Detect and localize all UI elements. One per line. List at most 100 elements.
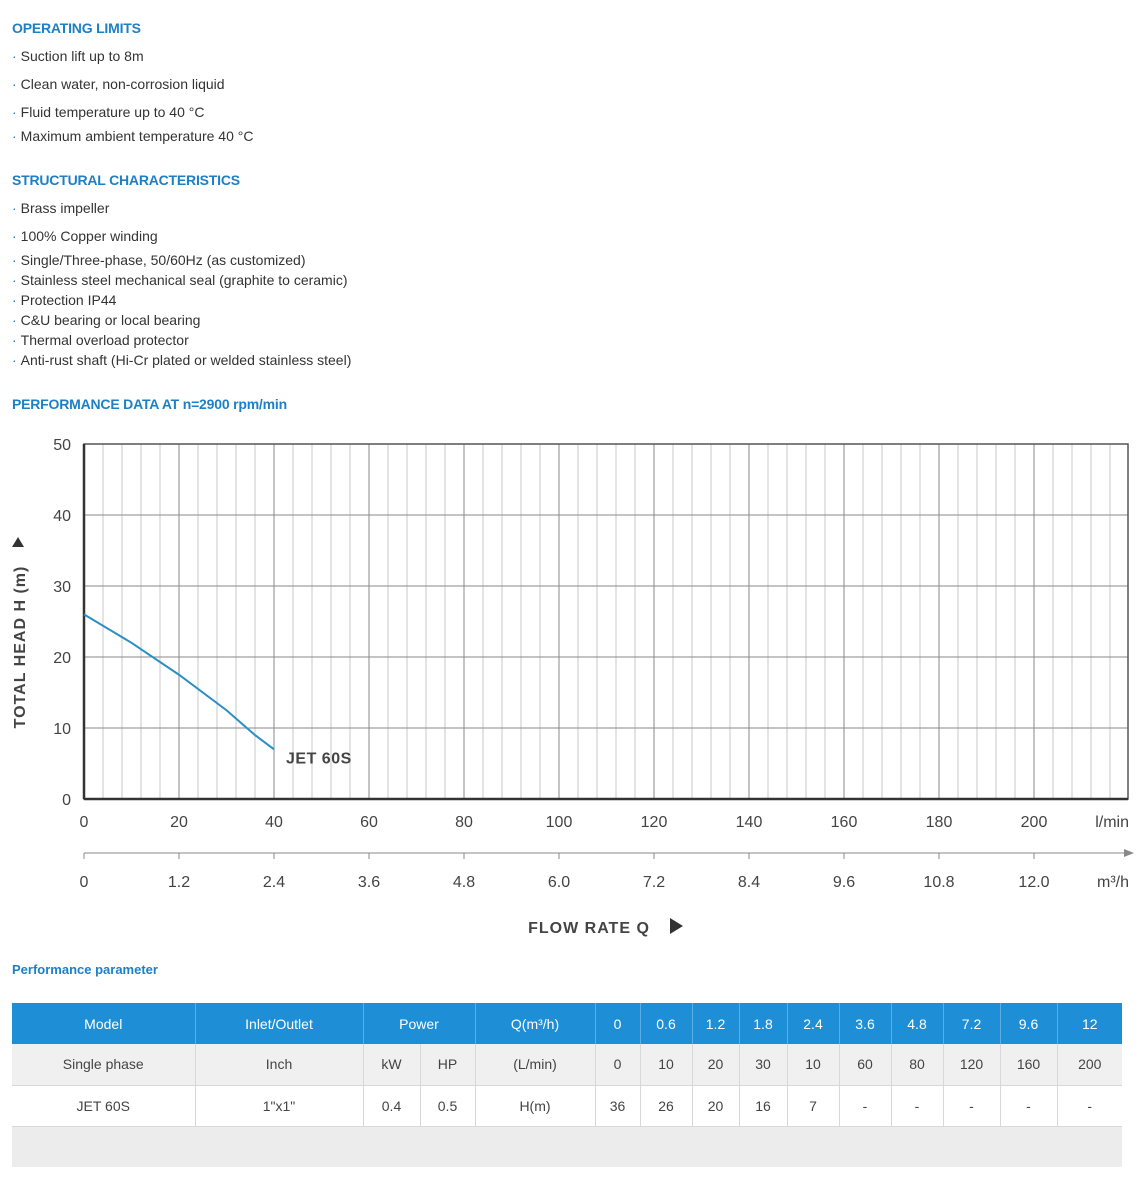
bullet-item: · C&U bearing or local bearing bbox=[12, 312, 200, 328]
x-tick-label: 140 bbox=[736, 814, 763, 831]
table-cell: - bbox=[839, 1085, 892, 1127]
bullet-dot: · bbox=[12, 200, 17, 216]
x-tick-label: 60 bbox=[360, 814, 378, 831]
table-cell: Single phase bbox=[12, 1044, 196, 1086]
table-cell: 120 bbox=[943, 1044, 1001, 1086]
plot-frame bbox=[83, 443, 1129, 800]
bullet-text: C&U bearing or local bearing bbox=[20, 312, 201, 328]
bullet-dot: · bbox=[12, 332, 17, 348]
table-cell: Inch bbox=[195, 1044, 364, 1086]
bullet-text: 100% Copper winding bbox=[20, 228, 158, 244]
y-axis-title: TOTAL HEAD H (m) bbox=[12, 566, 29, 729]
structural-characteristics-title: STRUCTURAL CHARACTERISTICS bbox=[12, 172, 240, 188]
bullet-text: Fluid temperature up to 40 °C bbox=[20, 104, 205, 120]
table-cell: - bbox=[891, 1085, 944, 1127]
table-cell: 36 bbox=[595, 1085, 641, 1127]
secondary-tick-label: 10.8 bbox=[923, 874, 954, 891]
y-axis-title-arrow bbox=[12, 537, 24, 547]
bullet-text: Suction lift up to 8m bbox=[20, 48, 144, 64]
header-q: 12 bbox=[1057, 1003, 1122, 1044]
table-cell: 80 bbox=[891, 1044, 944, 1086]
secondary-tick-label: 12.0 bbox=[1018, 874, 1049, 891]
bullet-item: · Brass impeller bbox=[12, 200, 109, 216]
y-tick-label: 30 bbox=[53, 579, 71, 596]
table-cell: - bbox=[943, 1085, 1001, 1127]
table-cell: 200 bbox=[1057, 1044, 1122, 1086]
x-tick-label: 180 bbox=[926, 814, 953, 831]
table-cell: 30 bbox=[739, 1044, 788, 1086]
table-cell: 10 bbox=[787, 1044, 840, 1086]
bullet-dot: · bbox=[12, 352, 17, 368]
operating-limits-title: OPERATING LIMITS bbox=[12, 20, 141, 36]
secondary-tick-label: 2.4 bbox=[263, 874, 285, 891]
header-q: 1.2 bbox=[692, 1003, 740, 1044]
secondary-tick-label: 7.2 bbox=[643, 874, 665, 891]
bullet-dot: · bbox=[12, 128, 17, 144]
table-cell: 16 bbox=[739, 1085, 788, 1127]
header-inlet-outlet: Inlet/Outlet bbox=[195, 1003, 364, 1044]
y-tick-label: 40 bbox=[53, 508, 71, 525]
table-cell: 10 bbox=[640, 1044, 693, 1086]
bullet-dot: · bbox=[12, 104, 17, 120]
bullet-text: Single/Three-phase, 50/60Hz (as customiz… bbox=[20, 252, 306, 268]
table-cell: 7 bbox=[787, 1085, 840, 1127]
performance-chart: 0 10 20 30 40 50 0 20 40 60 80 100 120 140 160 180 200 l/… bbox=[12, 437, 1134, 937]
secondary-tick-label: 4.8 bbox=[453, 874, 475, 891]
bullet-dot: · bbox=[12, 272, 17, 288]
y-tick-label: 20 bbox=[53, 650, 71, 667]
bullet-text: Brass impeller bbox=[20, 200, 110, 216]
table-cell: 0 bbox=[595, 1044, 641, 1086]
x-tick-label: 120 bbox=[641, 814, 668, 831]
table-cell: 20 bbox=[692, 1085, 740, 1127]
bullet-text: Thermal overload protector bbox=[20, 332, 189, 348]
bullet-item: · Suction lift up to 8m bbox=[12, 48, 144, 64]
x-tick-label: 20 bbox=[170, 814, 188, 831]
table-header-row: Model Inlet/Outlet Power Q(m³/h) 0 0.6 1… bbox=[12, 1003, 1122, 1044]
secondary-tick-label: 0 bbox=[80, 874, 89, 891]
table-row: Single phase Inch kW HP (L/min) 0 10 20 30 10 60 80… bbox=[12, 1044, 1122, 1086]
y-tick-label: 10 bbox=[53, 721, 71, 738]
bullet-item: · Single/Three-phase, 50/60Hz (as customi… bbox=[12, 252, 305, 268]
bullet-dot: · bbox=[12, 252, 17, 268]
table-cell: H(m) bbox=[475, 1085, 596, 1127]
table-cell: (L/min) bbox=[475, 1044, 596, 1086]
table-cell: 60 bbox=[839, 1044, 892, 1086]
bullet-item: · Clean water, non-corrosion liquid bbox=[12, 76, 225, 92]
table-cell: kW bbox=[363, 1044, 421, 1086]
header-q: 7.2 bbox=[943, 1003, 1001, 1044]
x-axis-title-arrow bbox=[670, 918, 683, 934]
header-q: 1.8 bbox=[739, 1003, 788, 1044]
table-cell: JET 60S bbox=[12, 1085, 196, 1127]
x-unit-label: l/min bbox=[1095, 814, 1129, 831]
header-q: 9.6 bbox=[1000, 1003, 1058, 1044]
table-footer-bar bbox=[12, 1127, 1122, 1167]
bullet-item: · Fluid temperature up to 40 °C bbox=[12, 104, 204, 120]
x-axis-title: FLOW RATE Q bbox=[528, 920, 650, 937]
secondary-tick-label: 6.0 bbox=[548, 874, 570, 891]
bullet-dot: · bbox=[12, 312, 17, 328]
x-tick-label: 80 bbox=[455, 814, 473, 831]
series-line bbox=[83, 613, 275, 751]
bullet-item: · Stainless steel mechanical seal (graphi… bbox=[12, 272, 347, 288]
performance-parameter-table: Model Inlet/Outlet Power Q(m³/h) 0 0.6 1… bbox=[12, 1003, 1122, 1127]
performance-data-title: PERFORMANCE DATA AT n=2900 rpm/min bbox=[12, 396, 287, 412]
header-q: 2.4 bbox=[787, 1003, 840, 1044]
x-tick-label: 200 bbox=[1021, 814, 1048, 831]
x-tick-label: 100 bbox=[546, 814, 573, 831]
table-cell: 20 bbox=[692, 1044, 740, 1086]
table-cell: HP bbox=[420, 1044, 476, 1086]
header-flow: Q(m³/h) bbox=[475, 1003, 596, 1044]
y-tick-label: 0 bbox=[62, 792, 71, 809]
series-label: JET 60S bbox=[286, 750, 352, 767]
bullet-text: Anti-rust shaft (Hi-Cr plated or welded … bbox=[20, 352, 352, 368]
table-cell: 160 bbox=[1000, 1044, 1058, 1086]
table-cell: 0.4 bbox=[363, 1085, 421, 1127]
bullet-item: · Maximum ambient temperature 40 °C bbox=[12, 128, 253, 144]
secondary-unit-label: m³/h bbox=[1097, 874, 1129, 891]
table-cell: - bbox=[1000, 1085, 1058, 1127]
performance-parameter-title: Performance parameter bbox=[12, 962, 158, 977]
secondary-tick-label: 3.6 bbox=[358, 874, 380, 891]
x-tick-label: 0 bbox=[80, 814, 89, 831]
table-cell: - bbox=[1057, 1085, 1122, 1127]
bullet-item: · Thermal overload protector bbox=[12, 332, 189, 348]
